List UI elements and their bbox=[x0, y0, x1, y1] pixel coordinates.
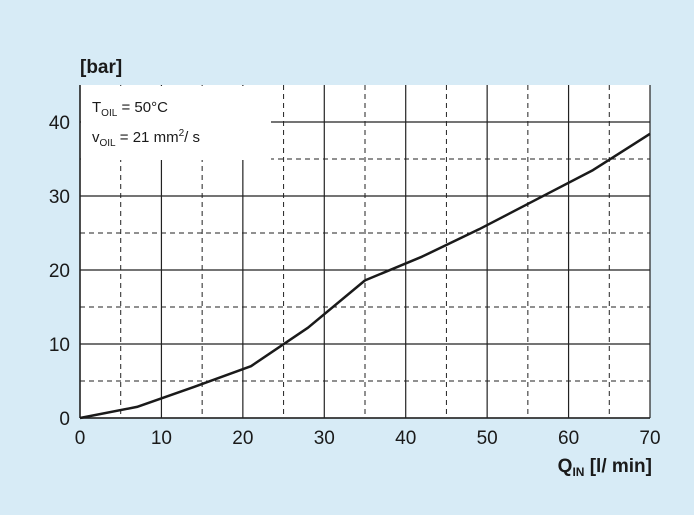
annotation: TOIL = 50°C bbox=[92, 99, 168, 119]
x-tick-label: 30 bbox=[314, 428, 335, 449]
x-tick-label: 10 bbox=[151, 428, 172, 449]
legend-box bbox=[81, 86, 271, 160]
symbol: T bbox=[92, 99, 101, 116]
annotation: vOIL = 21 mm2/ s bbox=[92, 128, 200, 149]
y-tick-label: 10 bbox=[49, 335, 70, 356]
y-tick-label: 40 bbox=[49, 113, 70, 134]
symbol: v bbox=[92, 129, 100, 146]
x-axis-label: QIN [l/ min] bbox=[558, 456, 652, 479]
y-tick-label: 20 bbox=[49, 261, 70, 282]
y-unit: [bar] bbox=[80, 57, 122, 78]
x-tick-label: 40 bbox=[395, 428, 416, 449]
text: / s bbox=[184, 129, 200, 146]
text: = 21 mm bbox=[116, 129, 179, 146]
text: = 50°C bbox=[117, 99, 168, 116]
x-tick-label: 60 bbox=[558, 428, 579, 449]
symbol: Q bbox=[558, 456, 573, 477]
x-tick-label: 20 bbox=[232, 428, 253, 449]
x-tick-label: 50 bbox=[477, 428, 498, 449]
data-line bbox=[79, 132, 651, 420]
subscript: OIL bbox=[100, 138, 117, 149]
superscript: 2 bbox=[179, 128, 185, 139]
x-tick-label: 0 bbox=[75, 428, 86, 449]
y-tick-label: 0 bbox=[59, 409, 70, 430]
subscript: IN bbox=[572, 465, 584, 479]
x-tick-label: 70 bbox=[639, 428, 660, 449]
text: [l/ min] bbox=[584, 456, 652, 477]
y-tick-label: 30 bbox=[49, 187, 70, 208]
subscript: OIL bbox=[101, 108, 118, 119]
